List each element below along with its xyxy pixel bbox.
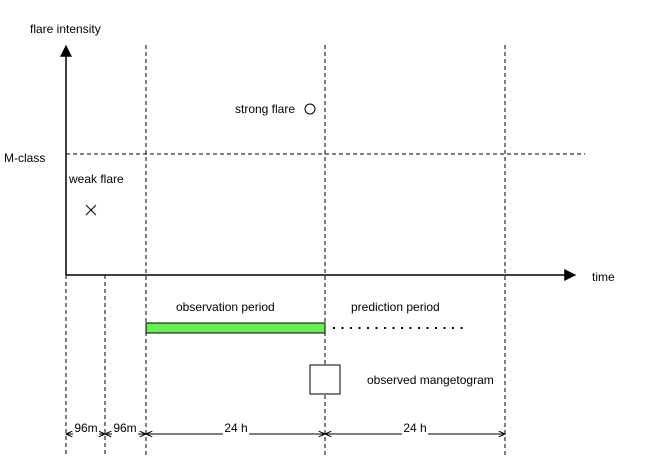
observation-period-label: observation period <box>176 300 275 314</box>
weak-flare-label: weak flare <box>68 172 124 186</box>
y-axis-label: flare intensity <box>30 22 101 36</box>
timeline-label-96m-1: 96m <box>74 421 97 435</box>
magnetogram-label: observed mangetogram <box>367 373 494 387</box>
strong-flare-label: strong flare <box>235 102 295 116</box>
x-axis-label: time <box>592 270 615 284</box>
observation-period-bar <box>145 322 326 334</box>
prediction-period-label: prediction period <box>351 300 440 314</box>
magnetogram-square <box>309 364 341 395</box>
timeline-label-24h-2: 24 h <box>403 421 426 435</box>
timeline-label-24h-1: 24 h <box>224 421 247 435</box>
weak-flare-marker <box>85 204 97 216</box>
vertical-guides <box>65 45 506 455</box>
timeline-label-96m-2: 96m <box>113 421 136 435</box>
strong-flare-marker <box>304 103 316 115</box>
m-class-label: M-class <box>4 151 45 165</box>
